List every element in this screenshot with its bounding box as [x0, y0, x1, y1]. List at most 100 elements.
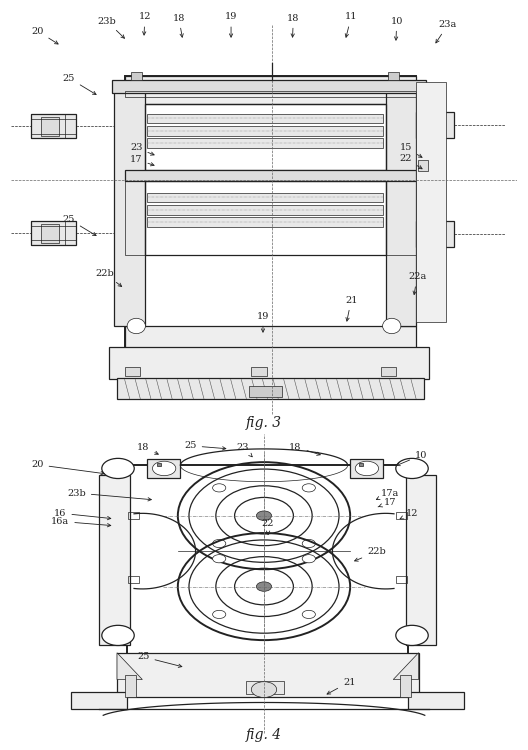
Circle shape [102, 626, 134, 646]
Text: 23b: 23b [98, 16, 125, 38]
Text: 25: 25 [184, 441, 226, 450]
Text: 23: 23 [130, 143, 154, 155]
Bar [31, 115, 77, 138]
Bar [125, 367, 140, 376]
Bar [31, 221, 65, 245]
Bar [125, 170, 416, 181]
Bar [249, 386, 282, 397]
Bar [125, 76, 416, 104]
Circle shape [302, 555, 315, 562]
Bar [99, 475, 130, 645]
Bar [112, 80, 426, 93]
Circle shape [213, 539, 226, 548]
Bar [406, 475, 436, 645]
Bar [147, 206, 383, 214]
Bar [145, 104, 385, 170]
Bar [128, 577, 139, 584]
Bar [41, 117, 59, 136]
Bar [246, 681, 284, 694]
Text: 19: 19 [257, 312, 269, 332]
Bar [125, 326, 416, 350]
Bar [117, 652, 419, 697]
Text: 25: 25 [63, 74, 96, 94]
Bar [359, 464, 363, 466]
Bar [147, 138, 383, 148]
Text: 12: 12 [139, 13, 151, 35]
Bar [131, 72, 142, 80]
Text: 25: 25 [63, 214, 96, 236]
Polygon shape [393, 652, 419, 680]
Text: 17: 17 [378, 498, 396, 507]
Text: 17: 17 [130, 154, 154, 166]
Bar [147, 126, 383, 136]
Bar [31, 221, 77, 245]
Bar [422, 226, 442, 243]
Text: 20: 20 [31, 26, 58, 44]
Circle shape [102, 458, 134, 478]
Text: 10: 10 [397, 451, 427, 466]
Text: 16a: 16a [51, 517, 111, 526]
Circle shape [251, 682, 277, 698]
Bar [416, 221, 454, 247]
Text: 23a: 23a [436, 20, 457, 43]
Text: 20: 20 [31, 460, 104, 475]
Bar [71, 692, 127, 709]
Circle shape [302, 539, 315, 548]
Bar [418, 160, 428, 171]
Bar [147, 193, 383, 202]
Circle shape [213, 484, 226, 492]
Text: 23: 23 [237, 442, 252, 457]
Bar [396, 577, 407, 584]
Bar [125, 76, 416, 350]
Text: 11: 11 [345, 13, 357, 38]
Text: 17a: 17a [376, 488, 399, 500]
Polygon shape [117, 652, 143, 680]
Circle shape [257, 511, 271, 520]
Text: 22b: 22b [96, 269, 121, 286]
Bar [422, 116, 442, 134]
Bar [388, 72, 399, 80]
Bar [109, 347, 429, 380]
Text: 25: 25 [137, 652, 182, 668]
Text: 22: 22 [262, 519, 275, 534]
Circle shape [302, 610, 315, 619]
Bar [147, 217, 383, 226]
Bar [117, 378, 423, 399]
Bar [145, 181, 385, 256]
Circle shape [213, 610, 226, 619]
Circle shape [153, 461, 176, 476]
Text: 18: 18 [289, 442, 320, 455]
Text: 22b: 22b [355, 548, 386, 561]
Text: fig. 4: fig. 4 [246, 728, 282, 742]
Bar [381, 367, 396, 376]
Text: 21: 21 [345, 296, 357, 321]
Circle shape [396, 458, 428, 478]
Bar [31, 115, 65, 138]
Circle shape [127, 318, 145, 334]
Bar [400, 675, 411, 697]
Text: 22a: 22a [408, 272, 426, 295]
Bar [396, 512, 407, 519]
Bar [115, 91, 145, 326]
Text: 12: 12 [400, 509, 418, 519]
Bar [147, 459, 181, 478]
Text: 22: 22 [400, 154, 422, 169]
Circle shape [302, 484, 315, 492]
Circle shape [383, 318, 401, 334]
Text: 18: 18 [287, 13, 299, 38]
Bar [251, 367, 267, 376]
Bar [156, 464, 161, 466]
Bar [416, 112, 454, 138]
Circle shape [396, 626, 428, 646]
Text: 19: 19 [225, 13, 237, 38]
Bar [416, 82, 447, 322]
Bar [41, 224, 59, 243]
Bar [128, 512, 139, 519]
Circle shape [257, 582, 271, 591]
Text: 15: 15 [400, 143, 422, 158]
Bar [385, 91, 416, 326]
Text: fig. 3: fig. 3 [246, 416, 282, 430]
Bar [147, 113, 383, 123]
Bar [125, 181, 416, 256]
Text: 18: 18 [173, 13, 185, 38]
